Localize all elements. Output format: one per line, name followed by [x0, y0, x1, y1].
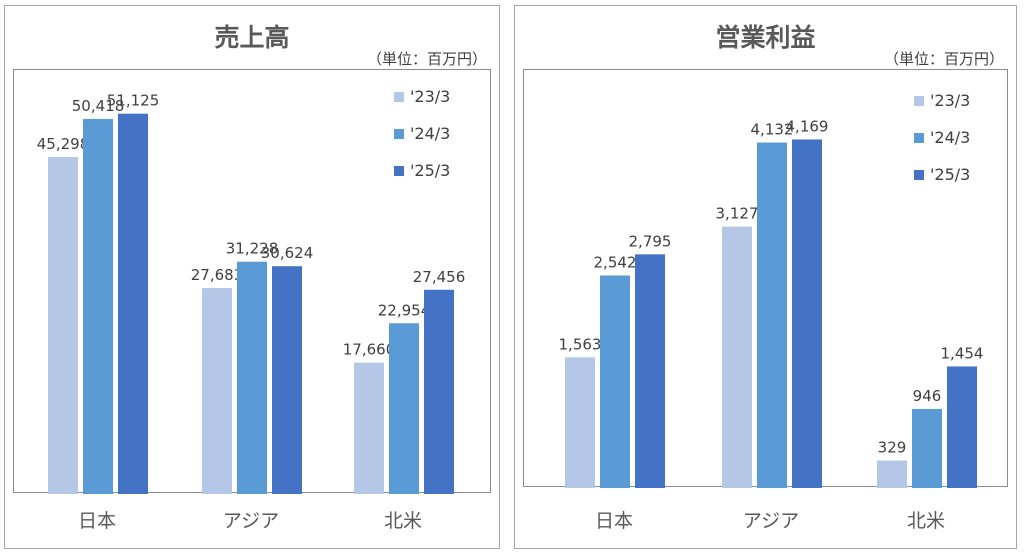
data-label: 1,454	[941, 344, 984, 362]
legend-item: '25/3	[394, 152, 450, 189]
legend-swatch	[394, 128, 404, 139]
bar-北米-'23/3	[877, 460, 907, 488]
legend-item: '25/3	[914, 156, 970, 193]
bar-アジア-'25/3	[272, 266, 302, 494]
category-label: 日本	[594, 510, 633, 532]
operating-profit-chart-panel: 営業利益 （単位：百万円） 1,563 2,542 2,795 3,127 4,132 4…	[514, 5, 1017, 549]
data-label: 31,228	[226, 240, 279, 258]
category-label: 北米	[383, 510, 422, 532]
bar-アジア-'23/3	[722, 226, 752, 488]
bar-アジア-'24/3	[237, 261, 267, 494]
category-label: 日本	[77, 510, 116, 532]
data-label: 30,624	[261, 244, 314, 262]
data-label: 45,298	[37, 135, 90, 153]
data-label: 2,542	[594, 253, 637, 271]
legend-label: '23/3	[930, 91, 971, 110]
legend-item: '23/3	[394, 78, 450, 115]
data-label: 17,660	[343, 341, 396, 359]
bar-北米-'24/3	[912, 408, 942, 488]
data-label: 2,795	[629, 232, 672, 250]
data-label: 1,563	[559, 335, 602, 353]
data-label: 27,456	[413, 268, 466, 286]
bar-北米-'23/3	[354, 362, 384, 494]
bar-アジア-'24/3	[757, 142, 787, 488]
legend-label: '23/3	[410, 87, 451, 106]
data-label: 329	[878, 438, 907, 456]
bar-北米-'24/3	[389, 323, 419, 494]
data-label: 27,683	[191, 266, 244, 284]
category-axis: 日本 アジア 北米	[13, 506, 491, 540]
data-label: 946	[913, 387, 942, 405]
legend-swatch	[394, 91, 404, 102]
bar-日本-'23/3	[565, 357, 595, 488]
category-label: アジア	[742, 510, 800, 532]
data-label: 51,125	[107, 92, 160, 110]
unit-note: （単位：百万円）	[883, 50, 1004, 68]
bar-アジア-'23/3	[202, 288, 232, 494]
legend-item: '24/3	[914, 119, 970, 156]
unit-note: （単位：百万円）	[366, 50, 487, 68]
legend-item: '24/3	[394, 115, 450, 152]
legend-label: '25/3	[930, 165, 971, 184]
data-label: 22,954	[378, 301, 431, 319]
bar-アジア-'25/3	[792, 139, 822, 488]
bar-北米-'25/3	[947, 366, 977, 488]
chart-title: 売上高	[214, 23, 290, 52]
bar-日本-'24/3	[83, 118, 113, 494]
chart-title: 営業利益	[715, 23, 816, 52]
bar-日本-'25/3	[635, 254, 665, 488]
legend: '23/3 '24/3 '25/3	[394, 78, 450, 189]
category-axis: 日本 アジア 北米	[523, 506, 1008, 540]
legend-swatch	[914, 95, 924, 106]
bar-日本-'24/3	[600, 275, 630, 488]
bar-北米-'25/3	[424, 289, 454, 494]
legend-swatch	[914, 169, 924, 180]
legend-label: '25/3	[410, 161, 451, 180]
data-label: 3,127	[716, 205, 759, 223]
data-label: 4,169	[786, 117, 829, 135]
legend-swatch	[914, 132, 924, 143]
plot-area: 45,298 50,418 51,125 27,683 31,228 30,624 17,6…	[13, 69, 491, 494]
plot-area: 1,563 2,542 2,795 3,127 4,132 4,169 329 946 1,45…	[523, 69, 1008, 488]
legend-item: '23/3	[914, 82, 970, 119]
legend-label: '24/3	[930, 128, 971, 147]
legend-swatch	[394, 165, 404, 176]
bar-日本-'23/3	[48, 157, 78, 494]
data-label: 50,418	[72, 97, 125, 115]
bar-日本-'25/3	[118, 113, 148, 494]
data-label: 4,132	[751, 121, 794, 139]
legend-label: '24/3	[410, 124, 451, 143]
legend: '23/3 '24/3 '25/3	[914, 82, 970, 193]
category-label: 北米	[906, 510, 945, 532]
sales-chart-panel: 売上高 （単位：百万円） 45,298 50,418 51,125 27,683 31,…	[4, 5, 500, 549]
category-label: アジア	[222, 510, 280, 532]
